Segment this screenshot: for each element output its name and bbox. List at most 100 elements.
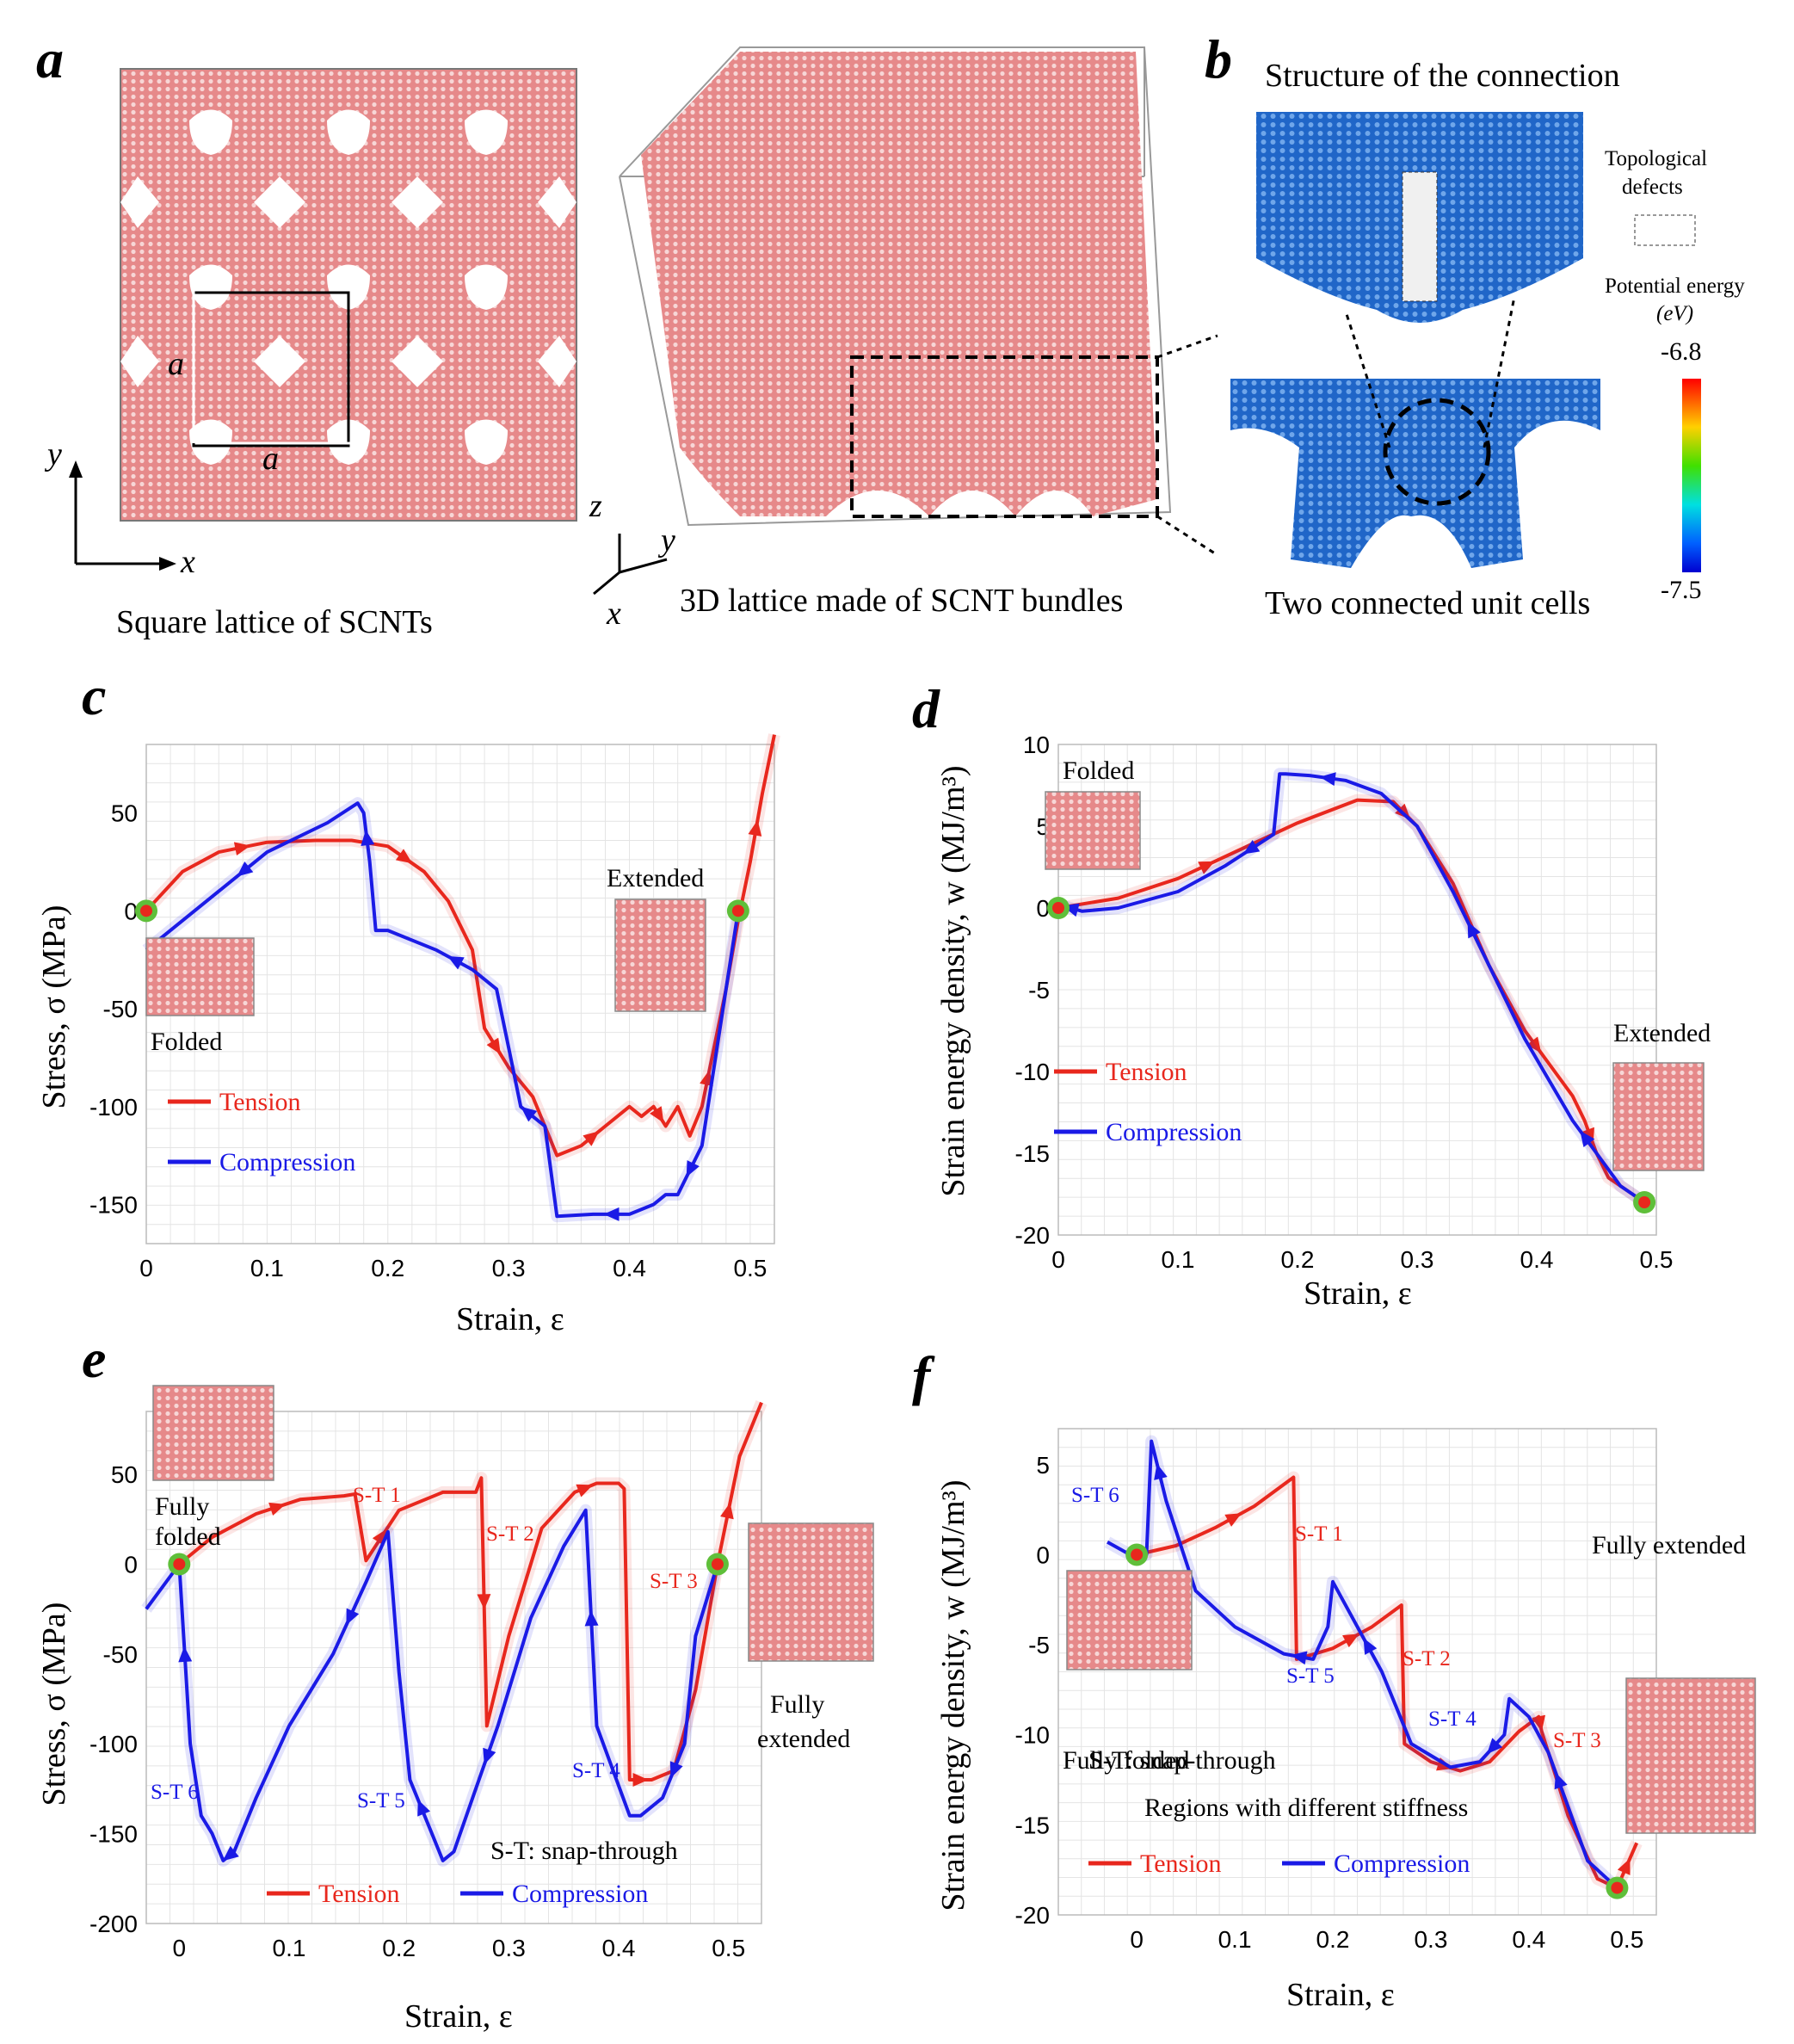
direction-arrow [1342,1633,1359,1648]
direction-arrow [576,1484,594,1497]
direction-arrow [361,830,375,846]
3d-lattice-image [619,46,1172,527]
direction-arrow [1291,1651,1308,1665]
x-axis-label: Strain, ε [1286,1977,1395,2013]
axis-x-label: x [180,544,195,580]
panel-letter-c: c [82,665,106,726]
x-tick-label: 0.5 [1610,1926,1643,1953]
annotation: S-T 2 [486,1522,534,1546]
defects-legend-swatch [1634,214,1696,246]
annotation: Extended [1613,1019,1711,1047]
state-marker-core [711,1558,724,1571]
direction-arrow [603,1207,620,1221]
y-axis-label: Stress, σ (MPa) [36,1602,72,1806]
annotation: Fully [155,1492,209,1521]
series-line-tension [145,734,776,1158]
x-tick-label: 0.3 [1401,1246,1434,1273]
x-tick-label: 0.4 [602,1935,636,1961]
plot-frame [145,1411,762,1924]
colorbar-title-line1: Potential energy [1605,275,1745,298]
direction-arrow [583,1131,600,1146]
x-tick-label: 0 [173,1935,187,1961]
panel-letter-e: e [82,1328,106,1389]
y-tick-label: -150 [89,1192,138,1219]
annotation: folded [155,1522,221,1551]
annotation: S-T: snap-through [1088,1746,1276,1775]
state-marker-core [140,905,152,917]
y-tick-label: -15 [1015,1140,1050,1167]
square-lattice-image: a a [120,68,577,522]
x-tick-label: 0.2 [371,1255,404,1281]
x-tick-label: 0.5 [712,1935,745,1961]
y-tick-label: 50 [111,1461,138,1488]
direction-arrow [1242,839,1261,855]
series-line-compression [145,1508,719,1862]
x-tick-label: 0.4 [1520,1246,1554,1273]
annotation: S-T 5 [357,1789,405,1812]
series-line-compression [145,801,740,1219]
series-line-tension [1136,1475,1639,1890]
x-tick-label: 0.4 [613,1255,646,1281]
annotation: S-T 1 [353,1484,401,1507]
direction-arrow [477,1594,491,1610]
x-tick-label: 0.5 [1640,1246,1674,1273]
direction-arrow [1617,1858,1631,1875]
x-axis-label: Strain, ε [456,1301,564,1337]
annotation: Folded [151,1028,222,1056]
legend-label: Tension [1140,1849,1222,1878]
direction-arrow [483,1747,496,1765]
y-tick-label: -150 [89,1821,138,1848]
direction-arrow [521,1106,538,1122]
x-tick-label: 0.1 [1162,1246,1195,1273]
caption-square-lattice: Square lattice of SCNTs [116,604,433,640]
x-tick-label: 0 [1051,1246,1065,1273]
y-axis-label: Stress, σ (MPa) [36,905,72,1109]
direction-arrow [486,1037,501,1055]
direction-arrow [1580,1130,1595,1147]
direction-arrow [1487,1738,1503,1755]
annotation: Regions with different stiffness [1144,1794,1468,1822]
xyz-axes-icon [593,534,668,596]
structure-inset-image [1625,1677,1756,1834]
y-tick-label: 5 [1036,1452,1050,1479]
state-marker-core [1611,1881,1624,1894]
panel-letter-d: d [912,678,940,739]
direction-arrow [268,1502,286,1516]
caption-connected-cells: Two connected unit cells [1265,585,1590,621]
direction-arrow [233,842,251,856]
state-marker-core [173,1558,186,1571]
x-tick-label: 0.4 [1512,1926,1545,1953]
y-axis-label: Strain energy density, w (MJ/m³) [935,765,971,1196]
x-tick-label: 0.3 [492,1935,526,1961]
colorbar-title-line2: (eV) [1656,302,1693,325]
y-tick-label: 50 [111,800,138,827]
y-tick-label: 0 [1036,895,1050,922]
y-tick-label: 10 [1023,732,1050,758]
state-marker-core [731,905,744,917]
annotation: S-T 4 [1428,1707,1477,1731]
direction-arrow [1363,1638,1378,1655]
connection-structure-image [1256,112,1583,323]
x-tick-label: 0.3 [492,1255,526,1281]
annotation: Extended [607,864,704,892]
y-axis-label: Strain energy density, w (MJ/m³) [935,1479,971,1911]
direction-arrow [1554,1772,1568,1790]
panel-letter-b: b [1205,28,1232,90]
direction-arrow [447,955,465,970]
unit-cell-label-a-vertical: a [168,346,184,382]
grid-d [1057,744,1657,1236]
chart-c: 0 0.1 0.2 0.3 0.4 0.5 50 0 -50 -100 -150 Strain, ε S… [36,733,780,1337]
structure-inset-image [748,1522,874,1662]
annotation: S-T 4 [572,1759,620,1782]
x-tick-label: 0.1 [273,1935,306,1961]
direction-arrow [395,849,413,864]
state-marker-core [1131,1548,1144,1561]
structure-inset-image [152,1385,274,1481]
y-tick-label: -15 [1015,1812,1050,1838]
x-tick-label: 0.2 [1316,1926,1350,1953]
y-tick-label: 0 [1036,1541,1050,1568]
y-tick-label: -5 [1028,1632,1050,1658]
annotation: S-T: snap-through [490,1837,678,1865]
y-tick-label: -100 [89,1094,138,1121]
